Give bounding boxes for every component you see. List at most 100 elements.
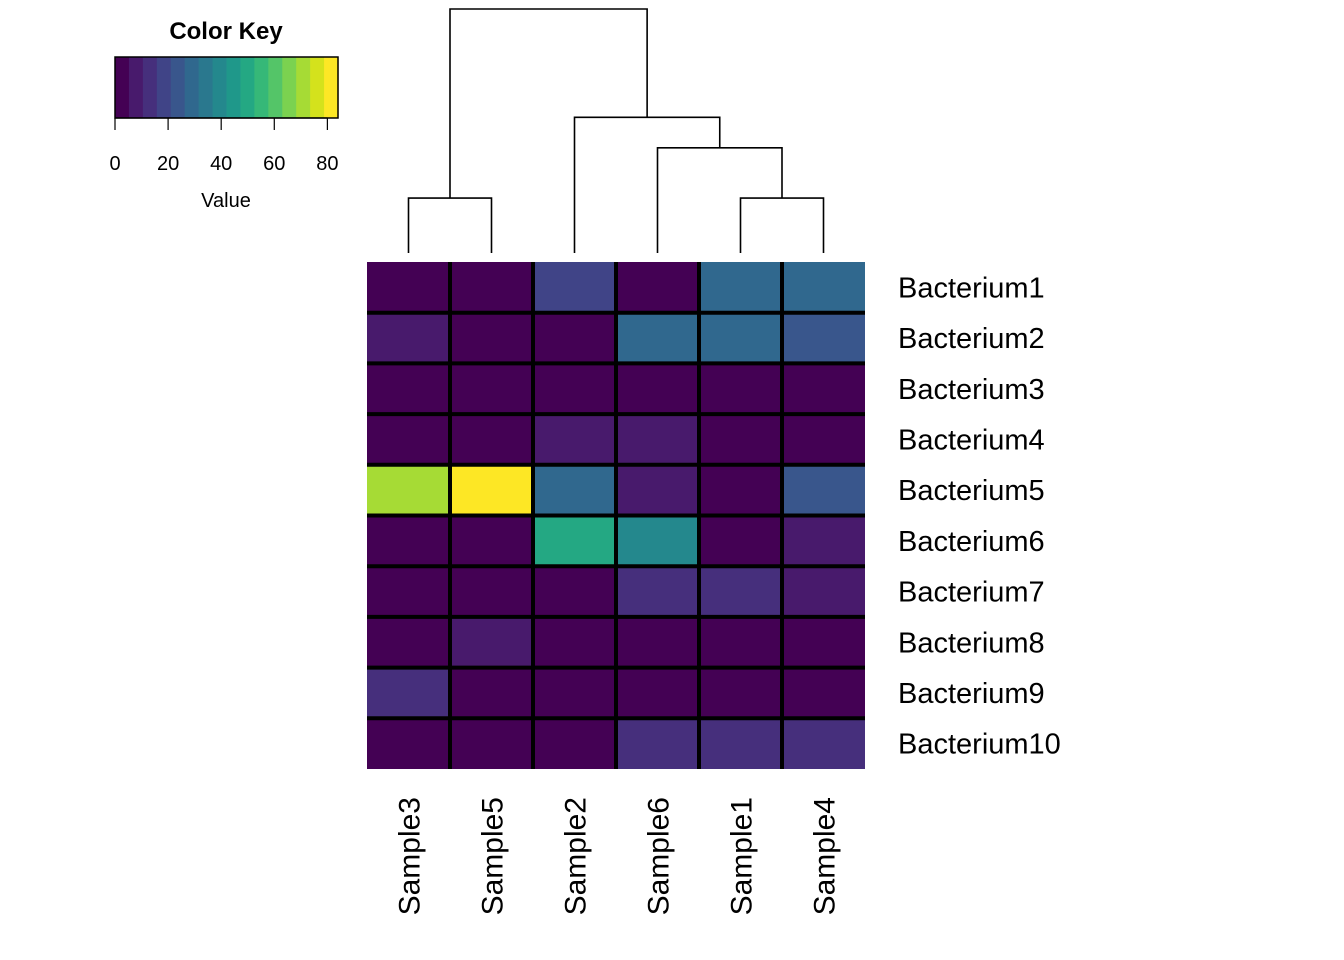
heatmap-cell <box>450 464 533 516</box>
heatmap-cell <box>533 667 616 719</box>
heatmap-cell <box>616 363 699 415</box>
dendrogram-branch <box>656 146 783 253</box>
color-key-axis: 0 20 40 60 80 <box>109 117 339 175</box>
heatmap-grid <box>367 262 865 769</box>
heatmap-cell <box>367 667 450 719</box>
row-label: Bacterium1 <box>898 272 1045 304</box>
heatmap-cell <box>782 363 865 415</box>
column-dendrogram <box>407 8 825 253</box>
color-key-tick-label: 0 <box>109 153 120 175</box>
heatmap-cell <box>450 616 533 668</box>
heatmap-cell <box>367 312 450 364</box>
color-key: Color Key 0 20 40 60 80 Value <box>109 18 339 212</box>
dendrogram-branch <box>449 8 648 199</box>
heatmap-cell <box>450 566 533 617</box>
heatmap-cell <box>699 566 782 617</box>
color-key-bin <box>282 57 297 118</box>
color-key-bin <box>198 57 214 118</box>
heatmap-cell <box>367 515 450 567</box>
heatmap-cell <box>616 312 699 364</box>
heatmap-cell <box>533 464 616 516</box>
heatmap-cell <box>782 262 865 313</box>
color-key-title: Color Key <box>169 18 283 45</box>
color-key-tick-label: 40 <box>210 153 232 175</box>
heatmap-cell <box>533 616 616 668</box>
column-label: Sample3 <box>394 797 427 915</box>
heatmap-cell <box>367 414 450 465</box>
heatmap-cell <box>699 718 782 769</box>
row-label: Bacterium10 <box>898 729 1061 761</box>
heatmap-cell <box>616 464 699 516</box>
heatmap-cell <box>782 718 865 769</box>
color-key-bin <box>310 57 325 118</box>
heatmap-cell <box>533 566 616 617</box>
color-key-bin <box>184 57 200 118</box>
row-label: Bacterium2 <box>898 323 1045 355</box>
heatmap-cell <box>450 718 533 769</box>
color-key-bin <box>268 57 283 118</box>
heatmap-cell <box>616 616 699 668</box>
row-label: Bacterium4 <box>898 424 1045 456</box>
heatmap-cell <box>533 262 616 313</box>
heatmap-cell <box>782 667 865 719</box>
heatmap-cell <box>450 667 533 719</box>
heatmap-cell <box>699 667 782 719</box>
heatmap-cell <box>616 566 699 617</box>
color-key-bin <box>170 57 186 118</box>
color-key-bin <box>156 57 172 118</box>
color-key-tick-label: 60 <box>263 153 285 175</box>
heatmap-cell <box>699 312 782 364</box>
heatmap-cell <box>533 363 616 415</box>
heatmap-cell <box>782 312 865 364</box>
column-label: Sample6 <box>643 797 676 915</box>
row-label: Bacterium3 <box>898 374 1045 406</box>
row-label: Bacterium7 <box>898 577 1045 609</box>
color-key-bin <box>212 57 228 118</box>
heatmap-cell <box>616 515 699 567</box>
heatmap-cell <box>699 616 782 668</box>
heatmap-cell <box>367 566 450 617</box>
heatmap-cell <box>450 414 533 465</box>
color-key-bin <box>226 57 242 118</box>
column-label: Sample4 <box>809 797 842 915</box>
heatmap-cell <box>782 616 865 668</box>
heatmap-cell <box>782 414 865 465</box>
heatmap-cell <box>699 262 782 313</box>
color-key-bin <box>324 57 339 118</box>
row-label: Bacterium9 <box>898 678 1045 710</box>
row-label: Bacterium8 <box>898 627 1045 659</box>
color-key-bin <box>115 57 130 118</box>
color-key-axis-label: Value <box>201 190 251 212</box>
heatmap-cell <box>450 262 533 313</box>
heatmap-cell <box>616 667 699 719</box>
heatmap-cell <box>367 363 450 415</box>
color-key-tick-label: 80 <box>316 153 338 175</box>
row-label: Bacterium6 <box>898 526 1045 558</box>
column-labels: Sample3 Sample5 Sample2 Sample6 Sample1 Sampl… <box>394 797 842 915</box>
heatmap-cell <box>367 262 450 313</box>
row-label: Bacterium5 <box>898 475 1045 507</box>
color-key-bin <box>240 57 255 118</box>
heatmap-cell <box>699 515 782 567</box>
heatmap-cell <box>450 363 533 415</box>
color-key-bin <box>254 57 269 118</box>
heatmap-cell <box>450 515 533 567</box>
color-key-tick-label: 20 <box>157 153 179 175</box>
color-key-bin <box>296 57 311 118</box>
color-key-bin <box>142 57 158 118</box>
heatmap-cell <box>533 515 616 567</box>
heatmap-cell <box>533 312 616 364</box>
column-label: Sample5 <box>477 797 510 915</box>
heatmap-cell <box>699 414 782 465</box>
heatmap-cell <box>699 464 782 516</box>
heatmap-cell <box>782 566 865 617</box>
heatmap-cell <box>367 616 450 668</box>
heatmap-cell <box>782 515 865 567</box>
dendrogram-branch <box>407 197 493 253</box>
row-labels: Bacterium1 Bacterium2 Bacterium3 Bacterium4… <box>898 272 1061 760</box>
color-key-bin <box>128 57 144 118</box>
heatmap-cell <box>616 718 699 769</box>
heatmap-cell <box>616 414 699 465</box>
heatmap-cell <box>533 718 616 769</box>
